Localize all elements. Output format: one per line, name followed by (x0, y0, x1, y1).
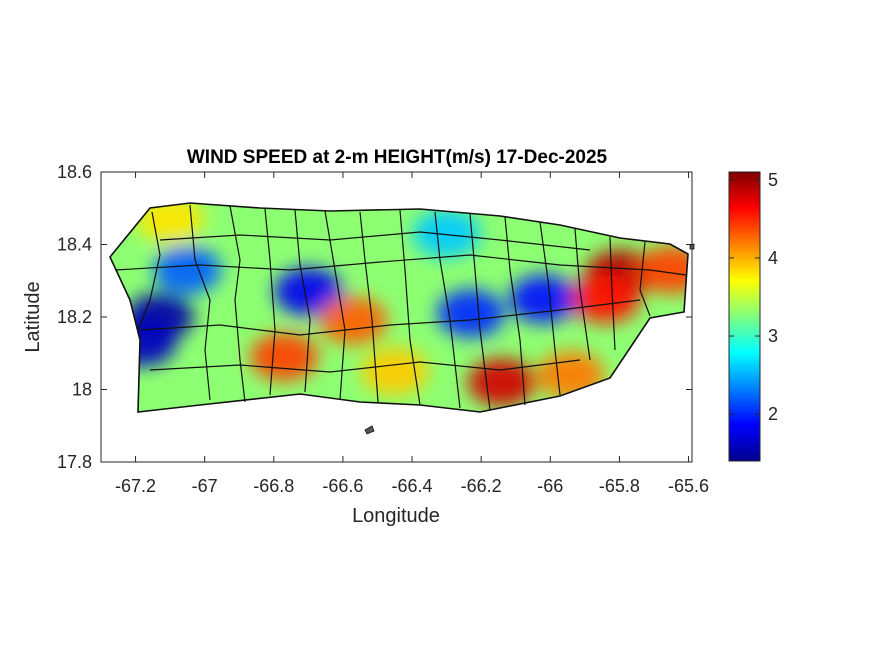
chart-title: WIND SPEED at 2-m HEIGHT(m/s) 17-Dec-202… (187, 147, 608, 168)
colorbar-tick-label: 2 (768, 404, 778, 424)
y-tick-label: 18.2 (57, 307, 92, 327)
offshore-islet (689, 243, 695, 250)
offshore-islet (364, 425, 375, 435)
wind-hotspot (250, 332, 319, 381)
boundary-line (229, 205, 246, 403)
x-tick-label: -67 (192, 476, 218, 496)
wind-hotspot (319, 296, 388, 345)
colorbar (728, 171, 761, 462)
island-coastline (109, 202, 689, 413)
wind-hotspot (436, 289, 505, 338)
boundary-line (504, 216, 526, 406)
boundary-line (149, 359, 581, 373)
boundary-line (539, 221, 561, 396)
wind-hotspot (274, 267, 343, 316)
x-tick-label: -66.2 (461, 476, 502, 496)
boundary-line (434, 211, 461, 409)
colorbar-tick-label: 3 (768, 326, 778, 346)
wind-hotspot (360, 347, 429, 396)
boundary-line (609, 236, 616, 351)
y-tick-label: 18.6 (57, 162, 92, 182)
boundary-line (159, 231, 591, 251)
wind-hotspot (153, 245, 222, 294)
municipality-boundaries (109, 202, 689, 413)
wind-hotspot (412, 209, 481, 258)
colorbar-tick-label: 4 (768, 248, 778, 268)
y-axis-ticks: 17.8 18 18.2 18.4 18.6 (57, 162, 692, 472)
wind-hotspot (637, 245, 688, 294)
x-tick-label: -66.6 (322, 476, 363, 496)
boundary-line (399, 209, 421, 406)
boundary-line (359, 211, 379, 403)
boundary-line (294, 209, 311, 393)
y-axis-label: Latitude (22, 281, 44, 352)
x-tick-label: -67.2 (115, 476, 156, 496)
x-axis-ticks: -67.2 -67 -66.8 -66.6 -66.4 -66.2 -66 -65.8 -65.… (115, 172, 709, 496)
y-tick-label: 17.8 (57, 452, 92, 472)
y-tick-label: 18 (72, 380, 92, 400)
x-tick-label: -65.8 (599, 476, 640, 496)
wind-hotspot (467, 358, 536, 407)
boundary-line (139, 299, 641, 336)
colorbar-tick-label: 5 (768, 170, 778, 190)
boundary-line (469, 213, 491, 411)
x-tick-label: -66.4 (392, 476, 433, 496)
x-tick-label: -66 (537, 476, 563, 496)
colorbar-ticks: 2 3 4 5 (729, 170, 778, 424)
x-tick-label: -66.8 (253, 476, 294, 496)
x-axis-label: Longitude (352, 505, 440, 527)
boundary-line (574, 228, 591, 361)
boundary-line (264, 208, 276, 396)
boundary-line (137, 211, 161, 331)
y-tick-label: 18.4 (57, 235, 92, 255)
boundary-line (639, 241, 651, 317)
wind-hotspot (509, 274, 578, 323)
wind-hotspot (571, 274, 640, 323)
x-tick-label: -65.6 (668, 476, 709, 496)
boundary-line (114, 254, 687, 276)
